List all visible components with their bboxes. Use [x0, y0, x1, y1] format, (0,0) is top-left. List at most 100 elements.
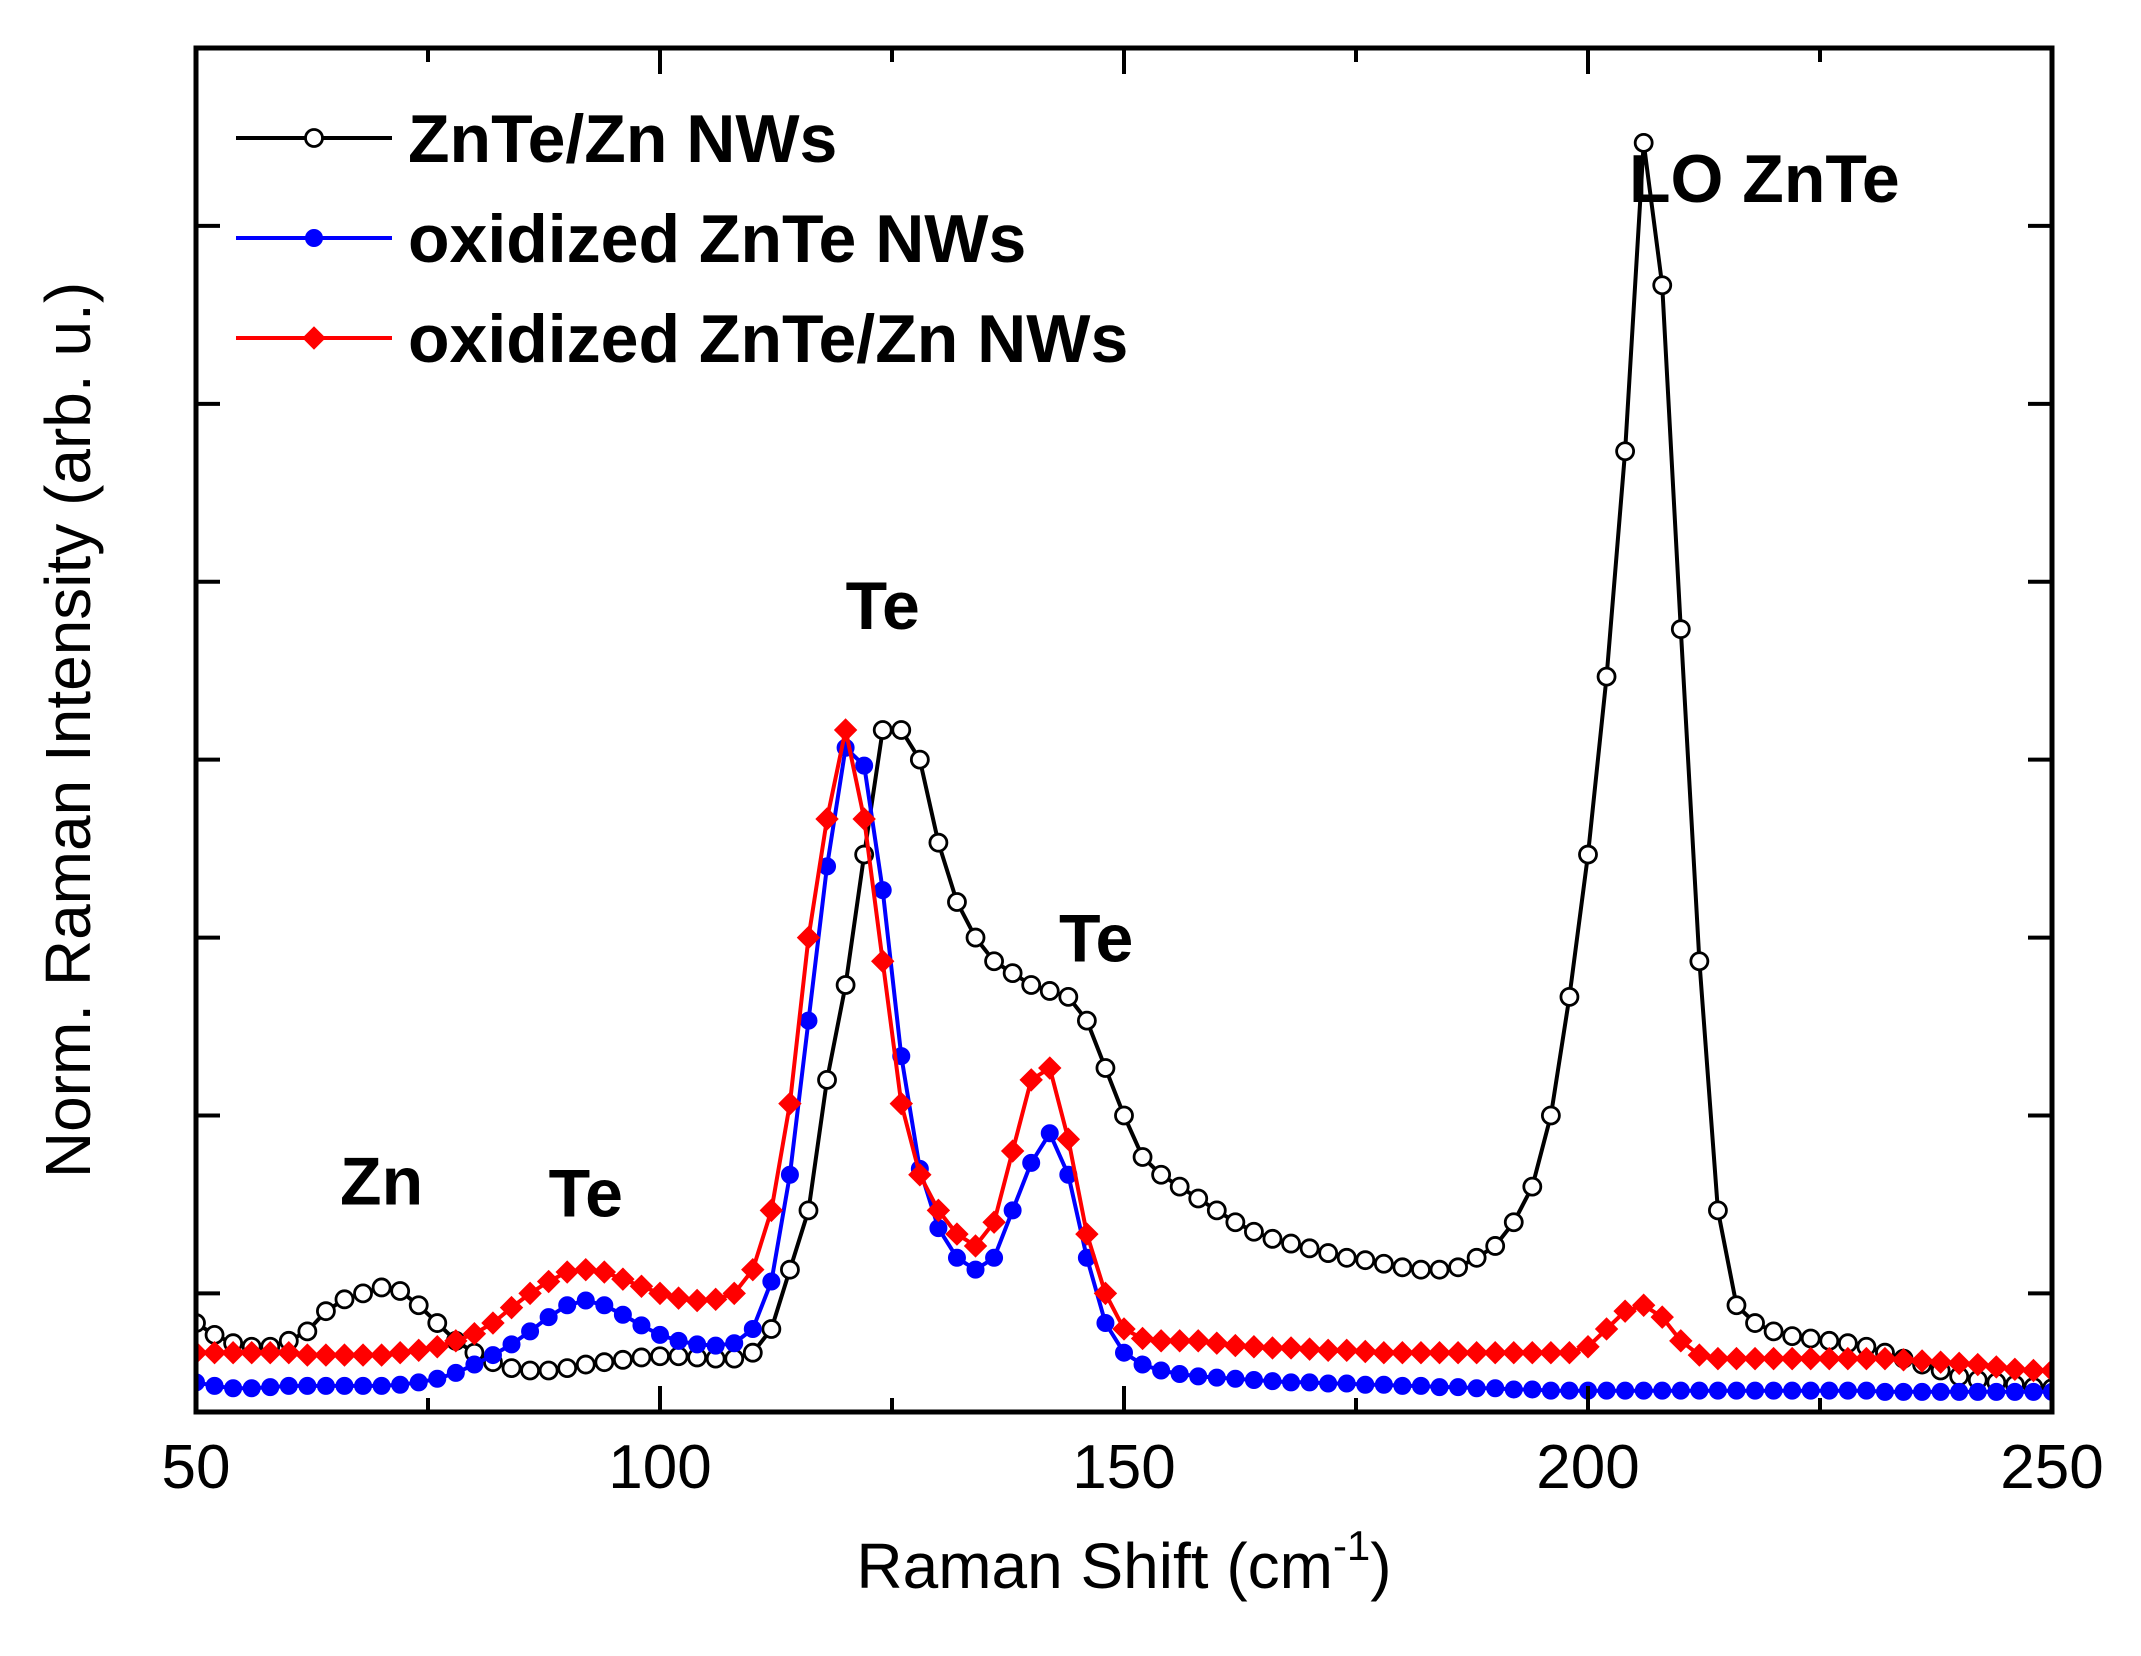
data-point-marker: [1373, 1253, 1394, 1274]
data-point-marker: [196, 1340, 208, 1365]
plot-border: [193, 45, 2055, 1415]
data-point-marker: [873, 881, 892, 900]
data-point-marker: [1297, 1337, 1322, 1361]
data-point-marker: [372, 1376, 391, 1395]
peak-label: Te: [1059, 900, 1133, 976]
data-point-marker: [1409, 1340, 1433, 1365]
data-point-marker: [1596, 666, 1617, 687]
data-point-marker: [982, 1210, 1006, 1234]
data-point-marker: [741, 1257, 765, 1282]
data-point-marker: [1390, 1340, 1415, 1365]
data-point-marker: [1186, 1329, 1210, 1353]
data-point-marker: [926, 1198, 951, 1223]
data-point-marker: [481, 1311, 505, 1335]
data-point-marker: [965, 927, 986, 948]
data-point-marker: [1169, 1176, 1190, 1197]
data-point-marker: [1727, 1381, 1746, 1400]
data-point-marker: [539, 1308, 558, 1327]
x-axis-title-suffix: ): [1370, 1530, 1391, 1602]
data-point-marker: [354, 1376, 373, 1395]
data-point-marker: [1299, 1238, 1320, 1259]
data-point-marker: [833, 718, 858, 742]
data-point-marker: [1152, 1361, 1171, 1380]
data-point-marker: [688, 1335, 707, 1354]
data-point-marker: [499, 1295, 524, 1320]
data-point-marker: [929, 1219, 948, 1238]
data-point-marker: [446, 1363, 465, 1382]
data-point-marker: [558, 1296, 577, 1315]
data-point-marker: [1540, 1105, 1561, 1126]
data-point-marker: [984, 951, 1004, 972]
data-point-marker: [1262, 1228, 1283, 1249]
legend-label: oxidized ZnTe/Zn NWs: [408, 301, 1128, 377]
peak-label: Zn: [340, 1143, 423, 1219]
data-point-marker: [483, 1346, 502, 1365]
data-point-marker: [669, 1331, 688, 1350]
data-point-marker: [1056, 1127, 1081, 1151]
data-point-marker: [369, 1343, 394, 1367]
data-point-marker: [576, 1291, 595, 1310]
data-point-marker: [1669, 1329, 1693, 1353]
data-point-marker: [947, 892, 967, 912]
data-point-marker: [1486, 1379, 1505, 1398]
data-point-marker: [1207, 1368, 1226, 1387]
series-znte-zn-nws: [196, 132, 2052, 1399]
data-point-marker: [742, 1342, 763, 1363]
data-point-marker: [1244, 1370, 1263, 1389]
data-point-marker: [817, 1069, 837, 1090]
data-point-marker: [1689, 951, 1710, 972]
data-point-marker: [295, 1343, 320, 1367]
data-point-marker: [631, 1347, 652, 1368]
data-point-marker: [1464, 1340, 1489, 1365]
data-point-marker: [629, 1274, 654, 1298]
data-point-marker: [1188, 1188, 1209, 1209]
data-point-marker: [1743, 1346, 1767, 1371]
data-point-marker: [908, 1163, 932, 1187]
data-point-marker: [520, 1360, 540, 1381]
data-point-marker: [650, 1346, 670, 1367]
data-point-marker: [391, 1375, 410, 1394]
data-point-marker: [1615, 441, 1636, 462]
data-point-marker: [1040, 1124, 1059, 1143]
plot-series: [196, 132, 2052, 1401]
data-point-marker: [1093, 1281, 1118, 1306]
data-point-marker: [1282, 1373, 1301, 1392]
data-point-marker: [1449, 1378, 1468, 1397]
data-point-marker: [1485, 1236, 1506, 1256]
data-point-marker: [1857, 1381, 1876, 1400]
data-point-marker: [1353, 1339, 1377, 1364]
data-point-marker: [592, 1260, 617, 1284]
data-point-marker: [1429, 1259, 1450, 1280]
data-point-marker: [1503, 1212, 1524, 1233]
data-point-marker: [871, 949, 895, 973]
data-point-marker: [1559, 986, 1580, 1007]
peak-label: Te: [549, 1155, 623, 1231]
y-axis-title: Norm. Raman Intensity (arb. u.): [32, 282, 104, 1178]
data-point-marker: [2021, 1358, 2046, 1383]
data-point-marker: [427, 1313, 448, 1333]
data-point-marker: [909, 749, 930, 770]
data-point-marker: [1393, 1376, 1412, 1395]
data-point-marker: [425, 1335, 449, 1359]
data-point-marker: [612, 1349, 633, 1370]
data-point-marker: [1022, 1153, 1041, 1172]
data-point-marker: [855, 756, 874, 775]
data-point-marker: [314, 1343, 338, 1367]
data-point-marker: [1708, 1381, 1727, 1400]
series-oxidized-znte-zn-nws: [196, 718, 2052, 1383]
data-point-marker: [632, 1316, 651, 1335]
series-oxidized-znte-nws: [196, 738, 2052, 1401]
data-point-marker: [221, 1340, 245, 1365]
data-point-marker: [1576, 1335, 1600, 1359]
data-point-marker: [594, 1352, 615, 1373]
data-point-marker: [761, 1319, 782, 1339]
data-point-marker: [305, 229, 323, 247]
data-point-marker: [1279, 1336, 1303, 1360]
data-point-marker: [889, 1091, 913, 1116]
data-point-marker: [1783, 1381, 1802, 1400]
legend-entry: ZnTe/Zn NWs: [236, 101, 837, 177]
data-point-marker: [316, 1301, 336, 1322]
data-point-marker: [242, 1379, 261, 1398]
data-point-marker: [798, 1200, 819, 1221]
data-point-marker: [1466, 1247, 1487, 1268]
